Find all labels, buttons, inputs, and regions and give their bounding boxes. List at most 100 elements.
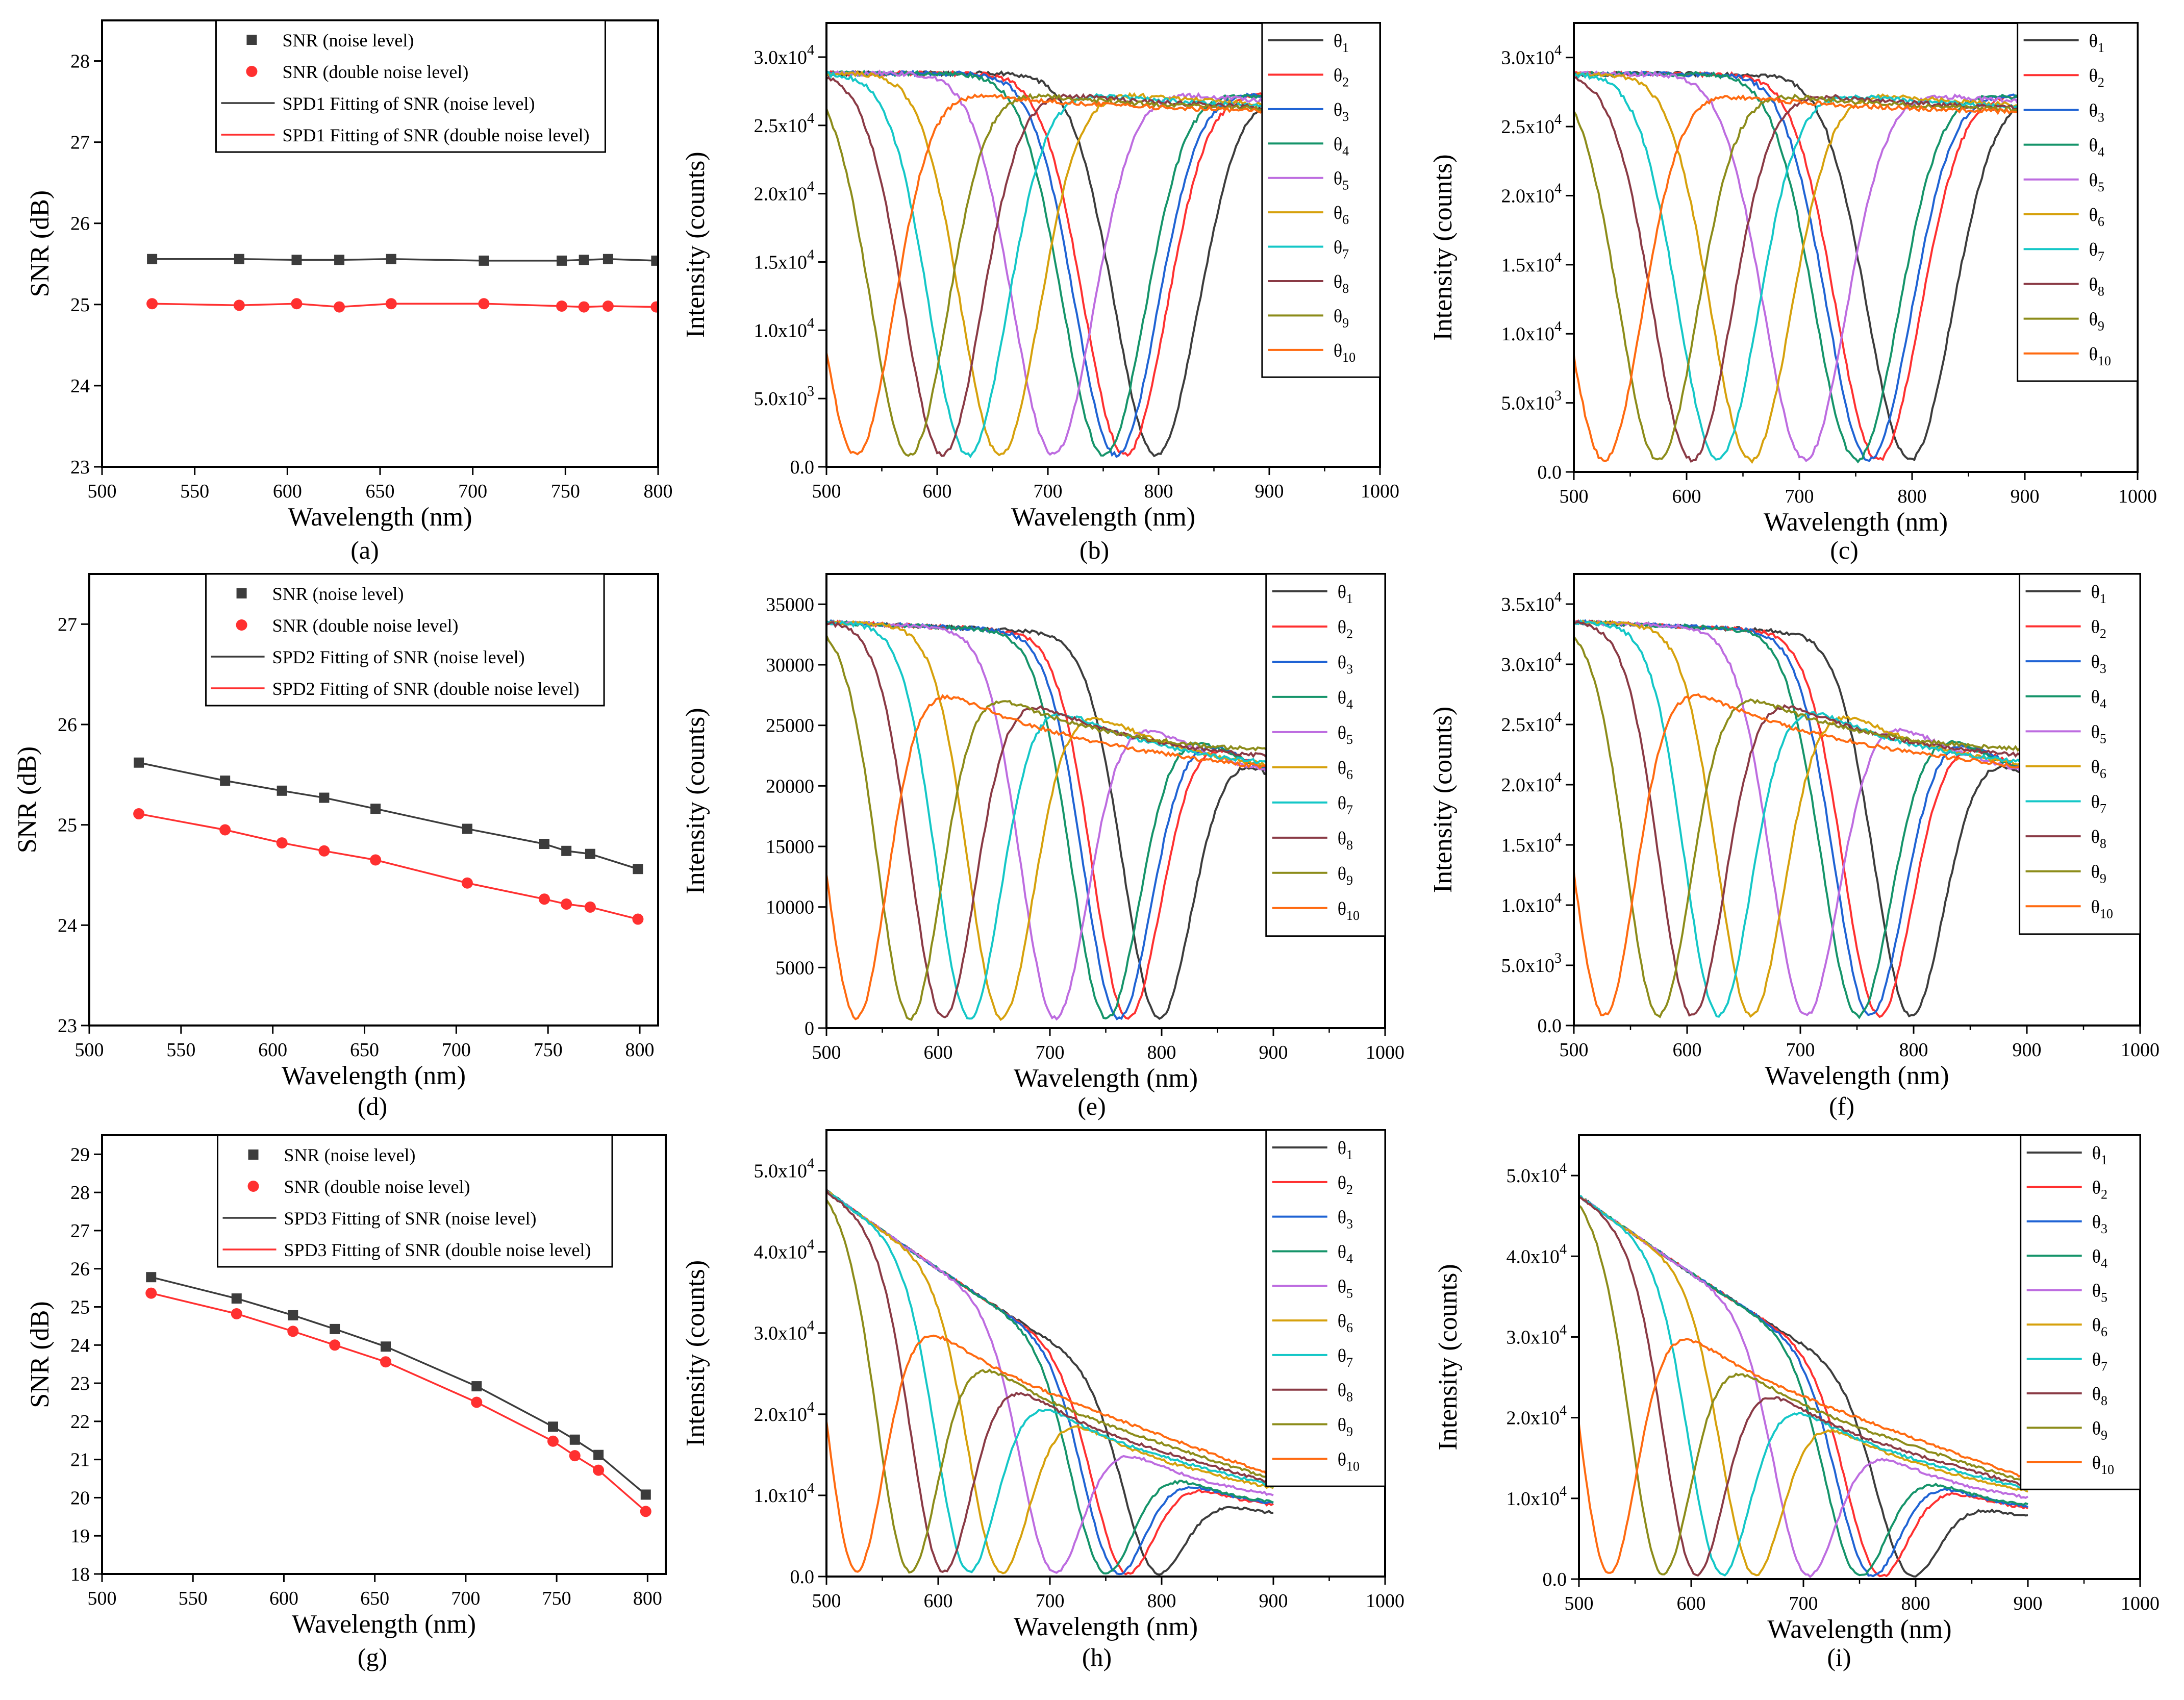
plot-area-e <box>826 619 1274 1021</box>
point-d-s0-9 <box>633 864 643 874</box>
series-line-i-theta5 <box>1579 1194 2028 1579</box>
panel-label-f: (f) <box>1829 1092 1854 1120</box>
y-tick-label-c-30000: 3.0x104 <box>1501 43 1562 69</box>
legend-label-e-2: θ2 <box>1338 617 1353 641</box>
legend-label-g-2: SPD3 Fitting of SNR (noise level) <box>284 1208 537 1229</box>
legend-label-c-6: θ6 <box>2089 205 2104 229</box>
y-tick-label-b-15000: 1.5x104 <box>754 247 815 273</box>
y-axis-title-c: Intensity (counts) <box>1428 154 1458 340</box>
x-tick-label-e-600: 600 <box>924 1042 953 1063</box>
x-tick-label-e-500: 500 <box>812 1042 841 1063</box>
legend-label-a-3: SPD1 Fitting of SNR (double noise level) <box>282 125 589 145</box>
fit-line-g-1 <box>150 1292 646 1512</box>
fit-line-d-0 <box>138 762 638 870</box>
series-line-c-theta8 <box>1574 76 2026 463</box>
series-line-f-theta8 <box>1574 620 2027 1017</box>
point-d-s0-6 <box>539 839 549 849</box>
y-tick-label-e-20000: 20000 <box>766 776 814 797</box>
y-tick-label-d-27: 27 <box>58 614 77 635</box>
y-axis-title-a: SNR (dB) <box>26 190 55 297</box>
point-d-s1-2 <box>276 837 288 849</box>
y-tick-label-g-27: 27 <box>70 1220 90 1242</box>
y-tick-label-d-24: 24 <box>58 915 77 936</box>
point-d-s1-1 <box>219 824 231 836</box>
y-tick-label-g-26: 26 <box>70 1259 90 1280</box>
y-axis-title-b: Intensity (counts) <box>681 152 710 338</box>
plot-area-h <box>826 1189 1274 1576</box>
point-g-s0-4 <box>381 1341 391 1352</box>
plot-area-g <box>145 1272 651 1517</box>
point-a-s0-4 <box>386 254 396 264</box>
legend-label-b-3: θ3 <box>1334 99 1349 124</box>
y-tick-label-f-20000: 2.0x104 <box>1501 770 1562 796</box>
y-tick-label-i-10000: 1.0x104 <box>1507 1484 1567 1510</box>
x-tick-label-f-600: 600 <box>1673 1039 1702 1061</box>
y-tick-label-g-18: 18 <box>70 1564 90 1585</box>
series-line-i-theta8 <box>1579 1196 2028 1577</box>
legend-marker-g-0 <box>248 1149 259 1160</box>
legend-label-d-3: SPD2 Fitting of SNR (double noise level) <box>272 679 580 699</box>
legend-label-c-4: θ4 <box>2089 135 2104 160</box>
legend-label-c-5: θ5 <box>2089 170 2104 194</box>
x-tick-label-a-750: 750 <box>551 481 580 502</box>
legend-label-e-8: θ8 <box>1338 828 1353 853</box>
y-axis-title-h: Intensity (counts) <box>681 1260 710 1446</box>
series-line-i-theta6 <box>1579 1195 2028 1577</box>
x-tick-label-a-650: 650 <box>366 481 395 502</box>
panel-label-h: (h) <box>1082 1643 1112 1671</box>
series-line-f-theta5 <box>1574 619 2027 1016</box>
point-a-s0-7 <box>579 255 589 265</box>
y-tick-label-e-25000: 25000 <box>766 715 814 737</box>
y-tick-label-i-40000: 4.0x104 <box>1507 1241 1567 1267</box>
y-tick-label-f-5000: 5.0x103 <box>1501 951 1562 977</box>
legend-label-i-9: θ9 <box>2092 1418 2107 1442</box>
point-a-s0-1 <box>234 254 244 264</box>
series-line-b-theta9 <box>826 92 1270 457</box>
legend-label-d-2: SPD2 Fitting of SNR (noise level) <box>272 647 525 667</box>
x-tick-label-b-900: 900 <box>1255 481 1284 502</box>
series-line-e-theta7 <box>826 620 1274 1020</box>
y-tick-label-h-40000: 4.0x104 <box>754 1237 815 1263</box>
x-tick-label-e-900: 900 <box>1259 1042 1288 1063</box>
x-tick-label-g-700: 700 <box>451 1588 480 1609</box>
x-tick-label-d-650: 650 <box>350 1039 379 1061</box>
point-d-s1-9 <box>632 913 644 925</box>
x-tick-label-g-750: 750 <box>542 1588 571 1609</box>
legend-label-e-10: θ10 <box>1338 898 1360 923</box>
series-line-e-theta6 <box>826 620 1274 1021</box>
legend-label-b-6: θ6 <box>1334 203 1349 227</box>
plot-area-d <box>133 757 644 925</box>
y-tick-label-g-28: 28 <box>70 1182 90 1204</box>
legend-label-i-6: θ6 <box>2092 1315 2107 1339</box>
series-line-h-theta8 <box>826 1190 1274 1573</box>
point-g-s1-5 <box>471 1396 483 1408</box>
y-tick-label-a-24: 24 <box>70 376 90 397</box>
x-tick-label-f-700: 700 <box>1786 1039 1815 1061</box>
legend-label-h-3: θ3 <box>1338 1207 1353 1232</box>
legend-label-f-3: θ3 <box>2091 652 2106 676</box>
series-line-i-theta10 <box>1579 1338 2029 1574</box>
legend-label-b-1: θ1 <box>1334 31 1349 55</box>
legend-label-i-5: θ5 <box>2092 1281 2107 1305</box>
point-g-s0-1 <box>231 1293 242 1304</box>
y-tick-label-a-26: 26 <box>70 213 90 235</box>
legend-label-h-1: θ1 <box>1338 1138 1353 1162</box>
x-tick-label-b-800: 800 <box>1144 481 1173 502</box>
point-g-s0-8 <box>593 1449 604 1460</box>
y-tick-label-c-5000: 5.0x103 <box>1501 388 1562 414</box>
x-axis-title-a: Wavelength (nm) <box>288 503 472 532</box>
x-tick-label-d-700: 700 <box>442 1039 471 1061</box>
y-tick-label-i-50000: 5.0x104 <box>1507 1161 1567 1187</box>
series-line-c-theta9 <box>1574 93 2025 461</box>
series-line-i-theta9 <box>1579 1205 2028 1576</box>
y-tick-label-f-30000: 3.0x104 <box>1501 649 1562 676</box>
legend-label-h-10: θ10 <box>1338 1449 1360 1473</box>
point-g-s0-9 <box>640 1489 651 1500</box>
legend-label-b-7: θ7 <box>1334 237 1349 262</box>
series-line-b-theta10 <box>826 93 1270 456</box>
legend-label-f-8: θ8 <box>2091 827 2106 851</box>
x-tick-label-e-1000: 1000 <box>1366 1042 1404 1063</box>
y-tick-label-d-25: 25 <box>58 815 77 836</box>
y-tick-label-h-50000: 5.0x104 <box>754 1156 815 1182</box>
y-tick-label-c-25000: 2.5x104 <box>1501 112 1562 138</box>
